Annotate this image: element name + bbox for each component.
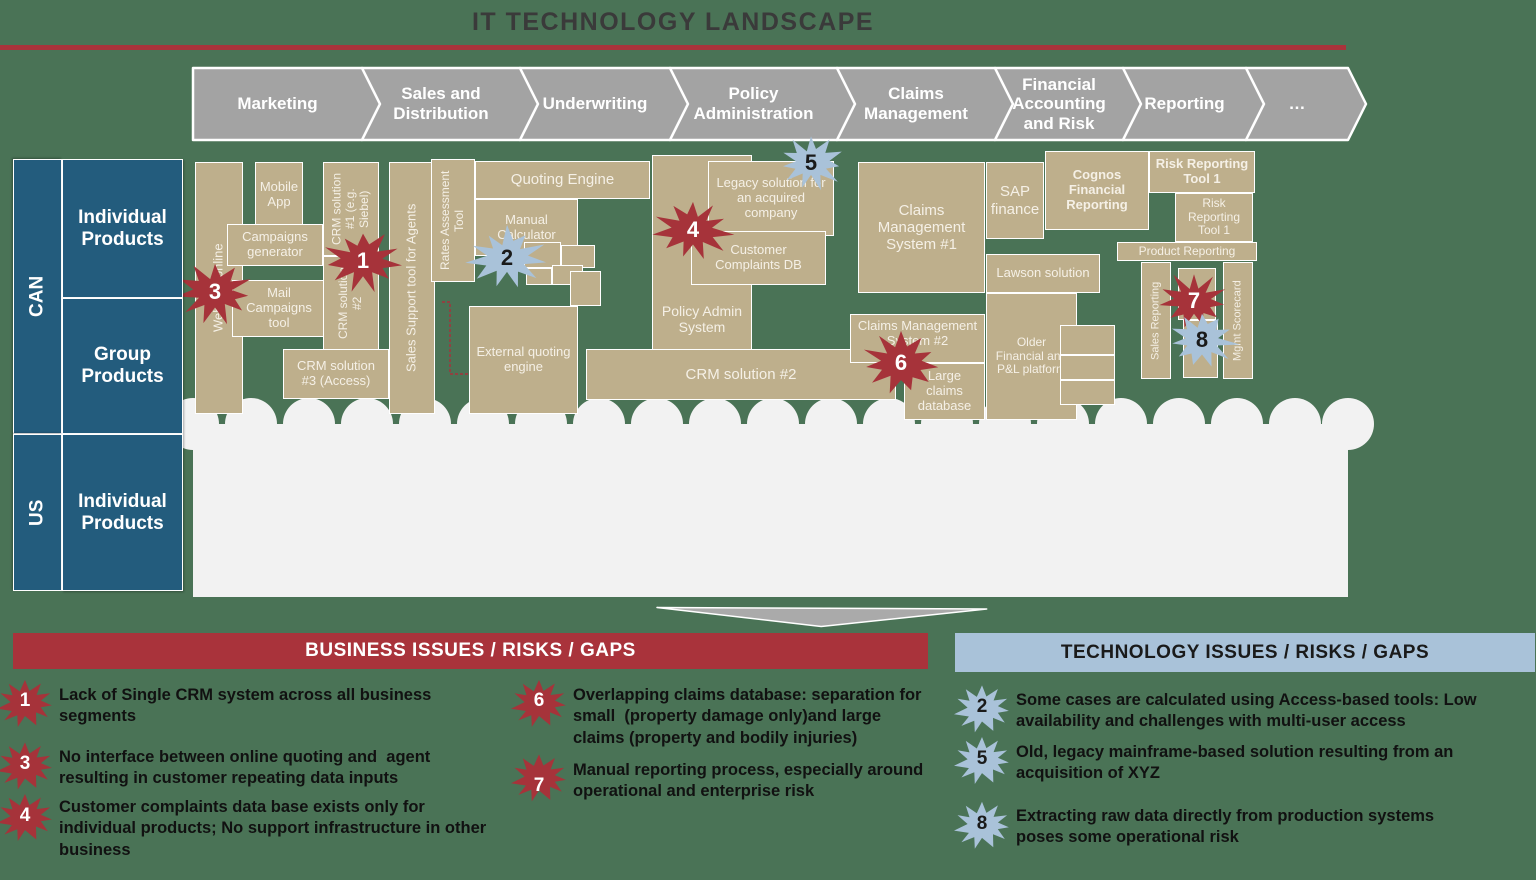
svg-text:8: 8 — [977, 813, 988, 834]
svg-text:1: 1 — [20, 690, 31, 711]
svg-text:3: 3 — [20, 753, 31, 774]
svg-text:7: 7 — [534, 775, 545, 796]
svg-text:6: 6 — [534, 690, 545, 711]
svg-text:4: 4 — [20, 805, 31, 826]
svg-text:2: 2 — [977, 696, 988, 717]
svg-text:5: 5 — [977, 748, 988, 769]
